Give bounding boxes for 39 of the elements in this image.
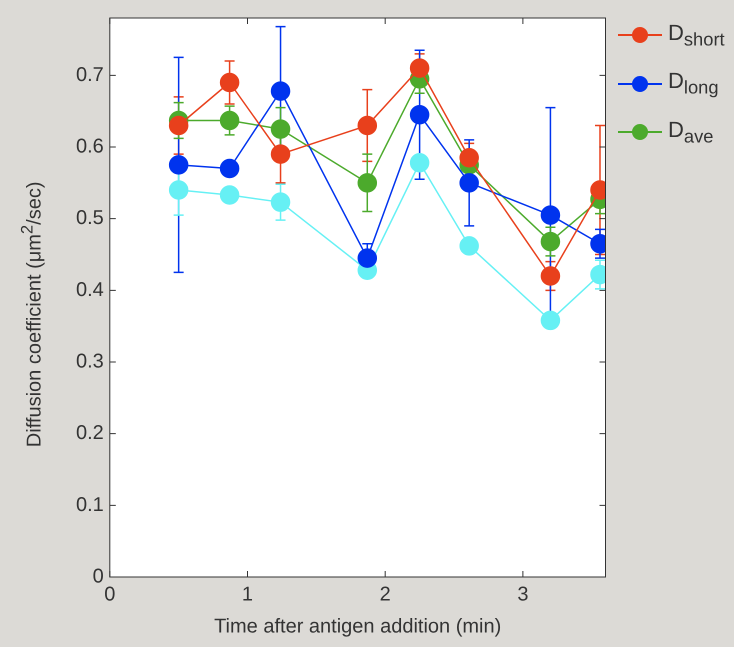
point — [459, 148, 479, 168]
point — [358, 248, 378, 268]
point — [540, 266, 560, 286]
point — [358, 116, 378, 136]
point — [168, 180, 188, 200]
y-tick-label: 0 — [92, 566, 104, 588]
x-tick-label: 2 — [380, 584, 391, 606]
x-tick-label: 3 — [517, 584, 528, 606]
y-tick-label: 0.5 — [76, 207, 104, 230]
x-axis-title: Time after antigen addition (min) — [214, 616, 502, 638]
legend-label: D$_{long}$ — [668, 68, 719, 99]
legend-label: D$_{ave}$ — [668, 116, 714, 148]
legend-label: D$_{short}$ — [668, 20, 725, 50]
y-tick-label: 0.7 — [76, 64, 104, 86]
point — [459, 173, 479, 193]
point — [168, 116, 188, 136]
point — [220, 72, 240, 92]
point — [540, 310, 560, 330]
point — [540, 205, 560, 225]
point — [459, 236, 479, 256]
point — [410, 105, 430, 124]
y-tick-label: 0.1 — [76, 494, 104, 516]
point — [270, 81, 290, 101]
point — [270, 144, 290, 164]
y-tick-label: 0.4 — [76, 278, 104, 301]
point — [220, 110, 240, 130]
point — [410, 58, 430, 78]
point — [410, 153, 430, 173]
point — [540, 232, 560, 252]
point — [168, 155, 188, 175]
point — [220, 158, 240, 178]
y-tick-label: 0.2 — [76, 422, 104, 444]
x-tick-label: 1 — [242, 584, 254, 606]
y-tick-label: 0.6 — [76, 136, 104, 158]
point — [358, 173, 378, 193]
point — [220, 185, 240, 205]
point — [270, 119, 290, 139]
y-tick-label: 0.3 — [76, 350, 104, 373]
point — [270, 192, 290, 212]
